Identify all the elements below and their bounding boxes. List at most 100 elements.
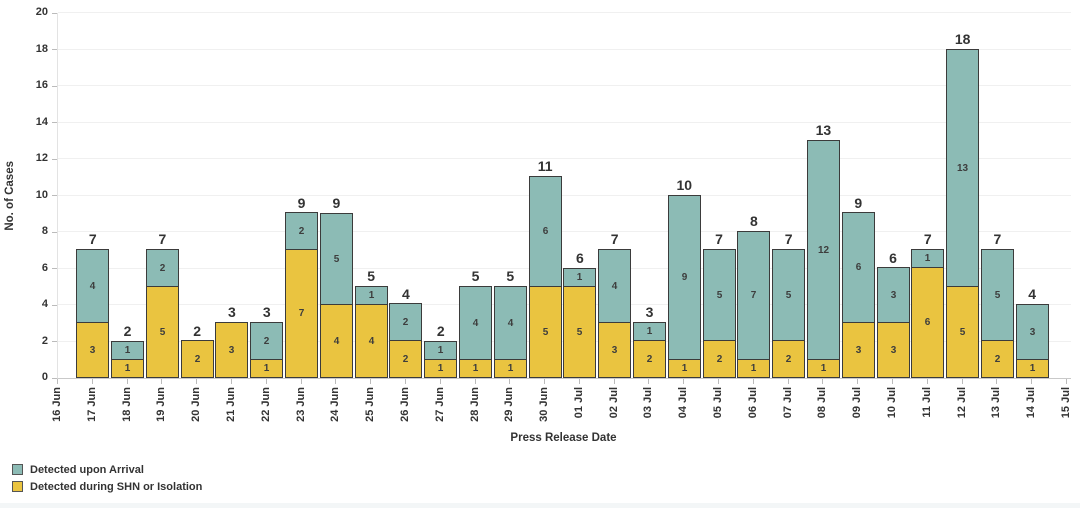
x-tick	[683, 379, 685, 384]
bar-segment[interactable]: 6	[911, 267, 944, 378]
bar-segment[interactable]: 5	[146, 286, 179, 378]
bar-segment[interactable]: 4	[494, 286, 527, 360]
bar-segment[interactable]: 2	[633, 340, 666, 378]
bar-segment[interactable]: 1	[668, 359, 701, 378]
bar-segment[interactable]: 2	[703, 340, 736, 378]
y-tick	[52, 122, 57, 123]
bar-total-label: 5	[367, 267, 376, 284]
bar-segment[interactable]: 4	[76, 249, 109, 323]
bar-segment[interactable]: 6	[529, 176, 562, 287]
bar-segment[interactable]: 2	[250, 322, 283, 360]
bar-segment[interactable]: 5	[703, 249, 736, 341]
x-tick-label: 21 Jun	[224, 387, 237, 422]
bar-segment[interactable]: 5	[320, 213, 353, 305]
x-tick-label: 01 Jul	[572, 387, 585, 419]
x-tick	[648, 379, 650, 384]
bar-segment[interactable]: 1	[563, 268, 596, 287]
legend-item-shn[interactable]: Detected during SHN or Isolation	[12, 478, 202, 495]
legend-swatch-arrival-icon	[12, 464, 23, 475]
x-tick-label: 08 Jul	[816, 387, 829, 419]
bar-segment[interactable]: 7	[285, 249, 318, 378]
y-tick	[52, 12, 57, 14]
bar-segment[interactable]: 3	[842, 322, 875, 378]
bar-segment[interactable]: 3	[76, 322, 109, 378]
y-tick	[52, 49, 57, 50]
bar-segment[interactable]: 2	[181, 340, 214, 378]
bar-total-label: 9	[297, 194, 306, 211]
x-tick	[613, 379, 615, 384]
bar-total-label: 18	[954, 30, 971, 47]
x-tick	[196, 379, 198, 384]
bar-segment[interactable]: 1	[355, 286, 388, 305]
x-tick	[578, 379, 580, 384]
bar-segment[interactable]: 6	[842, 212, 875, 323]
bar-segment[interactable]: 1	[111, 359, 144, 378]
y-tick	[52, 377, 57, 379]
bar-segment[interactable]: 1	[911, 249, 944, 268]
x-tick-label: 15 Jul	[1060, 387, 1072, 419]
legend-item-arrival[interactable]: Detected upon Arrival	[12, 461, 202, 478]
bar-segment[interactable]: 1	[111, 341, 144, 360]
bar-segment[interactable]: 2	[772, 340, 805, 378]
bar-segment[interactable]: 2	[389, 340, 422, 378]
y-tick-label: 6	[41, 261, 48, 274]
bar-segment[interactable]: 5	[529, 286, 562, 378]
bar-segment[interactable]: 5	[563, 286, 596, 378]
x-tick	[404, 379, 406, 384]
x-tick	[91, 379, 93, 384]
bar-segment[interactable]: 1	[633, 322, 666, 341]
bar-total-label: 11	[537, 158, 553, 175]
bar-segment[interactable]: 5	[946, 286, 979, 378]
x-tick-label: 24 Jun	[329, 387, 342, 422]
y-tick	[52, 158, 57, 160]
x-tick-label: 03 Jul	[642, 387, 655, 419]
bar-segment[interactable]: 9	[668, 195, 701, 360]
bar-segment[interactable]: 4	[355, 304, 388, 378]
bar-segment[interactable]: 3	[877, 267, 910, 323]
bar-total-label: 3	[228, 304, 236, 321]
bar-total-label: 2	[436, 322, 445, 339]
bar-segment[interactable]: 12	[807, 140, 840, 360]
bar-segment[interactable]: 1	[1016, 359, 1049, 378]
bar-segment[interactable]: 2	[285, 212, 318, 250]
x-tick	[718, 379, 720, 384]
x-tick	[161, 379, 163, 384]
bar-segment[interactable]: 5	[981, 249, 1014, 341]
bar-segment[interactable]: 1	[807, 359, 840, 378]
bar-segment[interactable]: 2	[146, 249, 179, 287]
bar-total-label: 7	[784, 231, 793, 248]
y-tick-label: 10	[35, 188, 48, 201]
bar-segment[interactable]: 2	[389, 303, 422, 341]
x-tick	[1031, 379, 1033, 384]
bar-segment[interactable]: 5	[772, 249, 805, 341]
bar-total-label: 6	[575, 249, 584, 266]
bar-segment[interactable]: 4	[598, 249, 631, 323]
x-tick	[126, 379, 128, 384]
bar-segment[interactable]: 7	[737, 231, 770, 360]
bar-segment[interactable]: 4	[459, 286, 492, 360]
bar-segment[interactable]: 2	[981, 340, 1014, 378]
bar-segment[interactable]: 1	[424, 341, 457, 360]
gridline	[58, 194, 1071, 196]
x-tick-label: 25 Jun	[364, 387, 377, 422]
bar-segment[interactable]: 1	[424, 359, 457, 378]
bar-segment[interactable]: 13	[946, 49, 979, 287]
bar-segment[interactable]: 3	[598, 322, 631, 378]
bar-total-label: 13	[815, 121, 832, 138]
y-tick-label: 16	[35, 79, 48, 91]
bar-segment[interactable]: 1	[250, 359, 283, 378]
x-tick-label: 22 Jun	[259, 387, 272, 422]
bar-segment[interactable]: 3	[1016, 304, 1049, 360]
x-tick-label: 26 Jun	[398, 387, 411, 422]
bar-segment[interactable]: 3	[877, 322, 910, 378]
bar-segment[interactable]: 4	[320, 304, 353, 378]
x-tick-label: 13 Jul	[990, 387, 1003, 419]
x-tick-label: 14 Jul	[1025, 387, 1038, 419]
x-tick	[787, 379, 789, 384]
bar-segment[interactable]: 1	[494, 359, 527, 378]
bar-segment[interactable]: 3	[215, 322, 248, 378]
bar-segment[interactable]: 1	[459, 359, 492, 378]
bar-segment[interactable]: 1	[737, 359, 770, 378]
